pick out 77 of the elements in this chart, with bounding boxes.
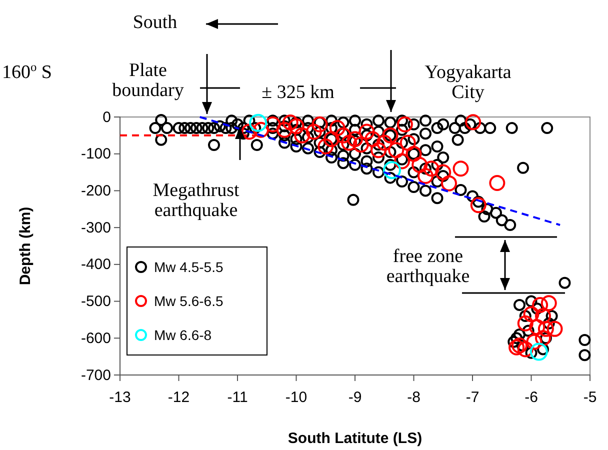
point	[318, 138, 334, 154]
x-tick-label: -5	[583, 389, 597, 406]
point	[294, 127, 310, 144]
x-tick-label: -8	[407, 389, 420, 406]
text: Plate boundary	[112, 60, 184, 101]
point	[388, 142, 404, 158]
point	[441, 175, 457, 192]
legend-label: Mw 6.6-8	[154, 327, 212, 343]
point	[364, 131, 381, 148]
point	[470, 197, 486, 214]
x-tick-label: -7	[466, 389, 480, 406]
point	[452, 160, 469, 177]
point	[358, 124, 375, 140]
point	[400, 134, 416, 151]
y-tick-label: -300	[80, 219, 111, 236]
point	[352, 136, 369, 153]
point	[241, 124, 258, 140]
y-tick-label: -600	[80, 330, 111, 347]
point	[396, 116, 413, 132]
y-axis-title: Depth (km)	[17, 206, 34, 286]
y-tick-label: -500	[80, 293, 111, 310]
point	[249, 114, 268, 132]
point	[347, 131, 363, 148]
point	[535, 330, 551, 346]
point	[329, 120, 346, 136]
point	[423, 160, 440, 177]
point	[535, 308, 551, 324]
y-tick-label: 0	[102, 108, 111, 126]
point	[376, 134, 392, 151]
legend-label: Mw 4.5-5.5	[154, 259, 224, 275]
y-tick-label: -700	[80, 366, 111, 384]
point	[517, 341, 534, 358]
x-tick-label: -12	[168, 389, 190, 406]
point	[312, 116, 328, 132]
legend-label: Mw 5.6-6.5	[154, 293, 224, 309]
point	[489, 174, 506, 191]
point	[538, 320, 554, 337]
y-tick-label: -400	[80, 256, 111, 274]
y-tick-label: -200	[80, 182, 111, 200]
point	[253, 122, 269, 138]
point	[306, 124, 322, 140]
point	[517, 315, 534, 332]
text: ± 325 km	[262, 82, 335, 103]
point	[412, 156, 428, 173]
y-tick-label: -100	[80, 146, 111, 163]
text: Yogyakarta City	[424, 62, 512, 103]
point	[523, 306, 540, 322]
point	[465, 114, 482, 130]
point	[546, 320, 563, 337]
x-tick-label: -11	[227, 389, 248, 406]
point	[335, 127, 352, 144]
point	[508, 339, 525, 356]
point	[435, 164, 452, 180]
point	[540, 295, 557, 312]
point	[532, 296, 548, 313]
point	[529, 319, 546, 336]
point	[288, 118, 304, 134]
point	[282, 114, 298, 131]
point	[264, 116, 281, 132]
point	[530, 342, 548, 361]
point	[512, 338, 528, 354]
annotation: Megathrust earthquake	[152, 180, 240, 221]
x-tick-label: -9	[348, 389, 362, 406]
x-tick-label: -10	[285, 389, 308, 406]
x-tick-label: -13	[109, 389, 131, 406]
annotation: free zone earthquake	[386, 246, 470, 287]
point	[383, 161, 402, 180]
point	[341, 134, 358, 151]
point	[394, 153, 410, 170]
x-tick-label: -6	[524, 389, 538, 406]
point	[526, 334, 542, 350]
point	[418, 168, 434, 184]
text: South	[132, 12, 178, 33]
text: 160$^{o}$ S	[2, 60, 52, 83]
point	[276, 122, 292, 138]
x-axis-title: South Latitute (LS)	[288, 430, 422, 447]
point	[370, 142, 386, 158]
